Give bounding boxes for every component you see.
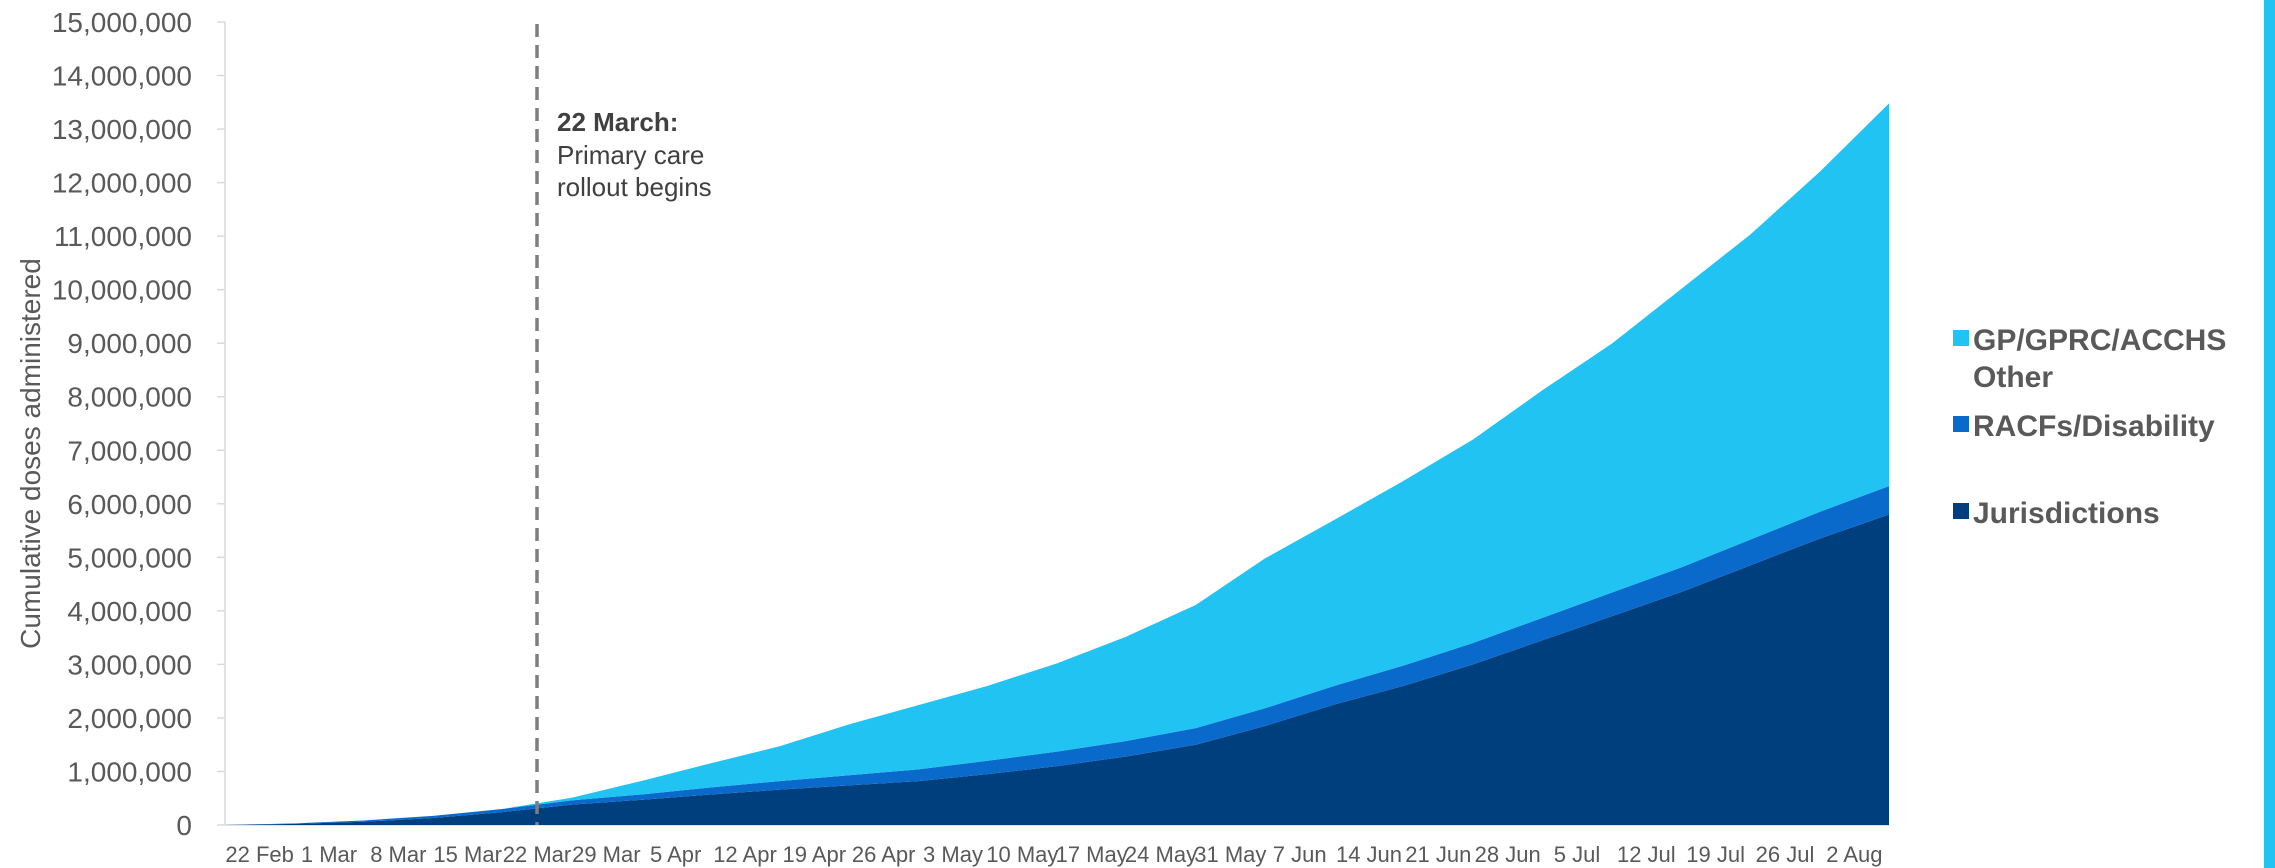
x-axis: 22 Feb 1 Mar 8 Mar 15 Mar 22 Mar 29 Mar 5 Apr 1… xyxy=(225,824,1889,867)
annotation-text: rollout begins xyxy=(557,172,712,202)
y-tick-label: 13,000,000 xyxy=(52,114,192,145)
x-tick-label: 5 Apr xyxy=(650,842,701,867)
plot-areas xyxy=(225,103,1889,825)
x-tick-label: 26 Jul xyxy=(1756,842,1815,867)
x-tick-label: 10 May xyxy=(986,842,1058,867)
legend-label: Other xyxy=(1973,361,2053,394)
x-tick-label: 1 Mar xyxy=(301,842,357,867)
y-tick-label: 3,000,000 xyxy=(67,649,192,680)
y-tick-label: 9,000,000 xyxy=(67,328,192,359)
right-edge-bar xyxy=(2264,0,2275,868)
x-tick-label: 24 May xyxy=(1125,842,1197,867)
annotation-text: Primary care xyxy=(557,140,704,170)
y-tick-label: 5,000,000 xyxy=(67,542,192,573)
x-tick-label: 19 Jul xyxy=(1686,842,1745,867)
y-tick-label: 4,000,000 xyxy=(67,596,192,627)
y-tick-label: 6,000,000 xyxy=(67,489,192,520)
legend-swatch xyxy=(1953,330,1969,346)
x-tick-label: 12 Jul xyxy=(1617,842,1676,867)
x-tick-label: 22 Feb xyxy=(225,842,294,867)
annotation-title: 22 March: xyxy=(557,107,678,137)
x-tick-label: 17 May xyxy=(1056,842,1128,867)
y-tick-label: 8,000,000 xyxy=(67,382,192,413)
area-racfs-disability xyxy=(225,486,1889,825)
y-tick-label: 14,000,000 xyxy=(52,61,192,92)
area-gp-gprc-acchs-other xyxy=(225,103,1889,825)
x-tick-label: 15 Mar xyxy=(433,842,501,867)
y-tick-label: 15,000,000 xyxy=(52,7,192,38)
x-tick-label: 14 Jun xyxy=(1336,842,1402,867)
y-tick-label: 0 xyxy=(176,810,192,841)
area-jurisdictions xyxy=(225,514,1889,825)
legend-swatch xyxy=(1953,416,1969,432)
x-tick-label: 19 Apr xyxy=(783,842,847,867)
legend-swatch xyxy=(1953,503,1969,519)
x-tick-label: 2 Aug xyxy=(1826,842,1882,867)
x-tick-label: 7 Jun xyxy=(1273,842,1327,867)
x-tick-label: 5 Jul xyxy=(1554,842,1600,867)
y-tick-label: 7,000,000 xyxy=(67,435,192,466)
legend-label: Jurisdictions xyxy=(1973,497,2160,530)
x-tick-label: 21 Jun xyxy=(1405,842,1471,867)
x-tick-label: 3 May xyxy=(923,842,983,867)
y-axis: 0 1,000,000 2,000,000 3,000,000 4,000,000 5,0… xyxy=(52,7,226,841)
legend-label: RACFs/Disability xyxy=(1973,410,2215,443)
x-tick-label: 12 Apr xyxy=(713,842,777,867)
x-tick-label: 8 Mar xyxy=(370,842,426,867)
legend: GP/GPRC/ACCHS Other RACFs/Disability Jurisd… xyxy=(1953,324,2226,530)
y-tick-label: 10,000,000 xyxy=(52,275,192,306)
y-axis-label: Cumulative doses administered xyxy=(15,258,46,649)
y-tick-label: 1,000,000 xyxy=(67,756,192,787)
x-tick-label: 22 Mar xyxy=(503,842,571,867)
y-tick-label: 12,000,000 xyxy=(52,168,192,199)
x-tick-label: 26 Apr xyxy=(852,842,916,867)
x-tick-label: 31 May xyxy=(1194,842,1266,867)
x-tick-label: 28 Jun xyxy=(1475,842,1541,867)
legend-label: GP/GPRC/ACCHS xyxy=(1973,324,2226,357)
y-tick-label: 2,000,000 xyxy=(67,703,192,734)
x-tick-label: 29 Mar xyxy=(572,842,640,867)
y-tick-label: 11,000,000 xyxy=(54,221,192,252)
